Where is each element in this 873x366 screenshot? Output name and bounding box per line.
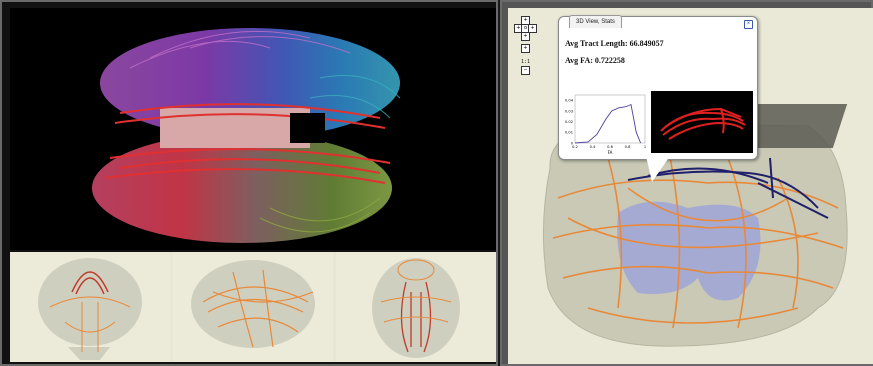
popup-tab-3d-view-stats[interactable]: 3D View, Stats — [569, 15, 622, 28]
histogram-x-tick: 1 — [644, 145, 646, 149]
histogram-y-tick: 0.01 — [565, 131, 573, 135]
brain-slice-render — [542, 122, 848, 347]
pan-down-button[interactable]: + — [521, 32, 530, 41]
pan-right-button[interactable]: + — [528, 24, 537, 33]
detail-view[interactable]: + + o + + + 1:1 − 3D View, Stats × Avg T… — [508, 8, 873, 364]
histogram-x-tick: 0.6 — [607, 145, 613, 149]
histogram-y-tick: 0.02 — [565, 120, 573, 124]
stats-popup: 3D View, Stats × Avg Tract Length: 66.84… — [558, 15, 758, 160]
tractography-3d-view[interactable] — [10, 8, 496, 250]
zoom-in-button[interactable]: + — [521, 44, 530, 53]
popup-pointer — [646, 156, 670, 182]
zoom-level: 1:1 — [521, 59, 531, 65]
avg-fa: Avg FA: 0.722258 — [565, 56, 625, 65]
thumbnail-strip — [10, 252, 496, 362]
fiber-bundle-render — [92, 28, 401, 243]
close-icon[interactable]: × — [744, 20, 753, 29]
avg-tract-length: Avg Tract Length: 66.849057 — [565, 39, 664, 48]
histogram-y-tick: 0.03 — [565, 109, 573, 113]
histogram-x-tick: 0.2 — [572, 145, 578, 149]
zoom-out-button[interactable]: − — [521, 66, 530, 75]
histogram-y-tick: 0.04 — [565, 99, 574, 103]
thumbnail-sagittal[interactable] — [173, 252, 333, 362]
histogram-x-label: FA — [608, 150, 613, 155]
fa-histogram: 0.04 0.03 0.02 0.01 0 0.2 0.4 0.6 0.8 1 FA — [565, 94, 646, 155]
histogram-y-tick: 0 — [571, 141, 574, 145]
thumbnail-coronal[interactable] — [10, 252, 170, 362]
histogram-x-tick: 0.8 — [625, 145, 631, 149]
navigation-control: + + o + + + 1:1 − — [514, 16, 537, 76]
tract-3d-preview[interactable] — [651, 91, 753, 153]
histogram-line — [574, 103, 642, 144]
left-panel — [0, 0, 498, 366]
right-panel: + + o + + + 1:1 − 3D View, Stats × Avg T… — [500, 0, 873, 366]
thumbnail-axial[interactable] — [336, 252, 496, 362]
histogram-x-tick: 0.4 — [590, 145, 596, 149]
